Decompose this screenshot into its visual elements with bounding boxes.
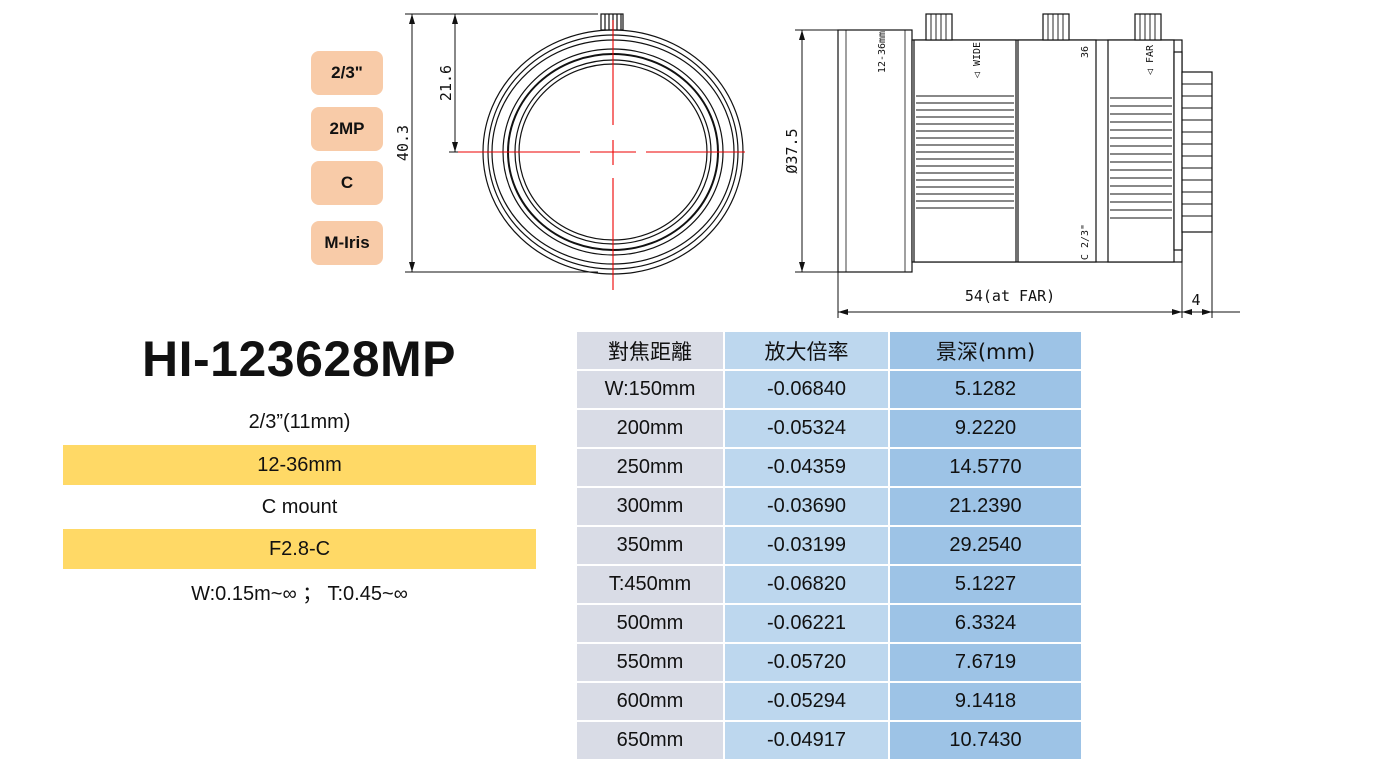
wide-marking: ◁ WIDE xyxy=(972,42,983,78)
focal-end-marking: 36 xyxy=(1080,46,1091,58)
spec-focal-length: 12-36mm xyxy=(63,445,536,485)
cell-magnification: -0.06221 xyxy=(723,603,890,644)
side-view-dimensions xyxy=(795,29,1240,318)
overall-height-dimension: 40.3 xyxy=(394,125,412,161)
header-focus-distance: 對焦距離 xyxy=(575,330,725,371)
cell-magnification: -0.03690 xyxy=(723,486,890,527)
cell-magnification: -0.05324 xyxy=(723,408,890,449)
cell-dof: 5.1282 xyxy=(888,369,1083,410)
model-title: HI-123628MP xyxy=(142,331,456,387)
half-height-dimension: 21.6 xyxy=(437,65,455,101)
cell-dof: 9.2220 xyxy=(888,408,1083,449)
table-header-row: 對焦距離 放大倍率 景深(mm) xyxy=(575,330,1083,371)
table-row: 250mm -0.04359 14.5770 xyxy=(575,447,1083,488)
cell-distance: T:450mm xyxy=(575,564,725,605)
back-length-dimension: 4 xyxy=(1191,291,1200,309)
cell-dof: 5.1227 xyxy=(888,564,1083,605)
iris-marking: C 2/3" xyxy=(1080,224,1091,260)
diameter-dimension: Ø37.5 xyxy=(783,128,801,173)
cell-dof: 7.6719 xyxy=(888,642,1083,683)
table-row: 550mm -0.05720 7.6719 xyxy=(575,642,1083,683)
resolution-badge: 2MP xyxy=(311,107,383,151)
table-row: T:450mm -0.06820 5.1227 xyxy=(575,564,1083,605)
mount-badge: C xyxy=(311,161,383,205)
cell-distance: 200mm xyxy=(575,408,725,449)
cell-distance: 600mm xyxy=(575,681,725,722)
spec-sensor: 2/3”(11mm) xyxy=(248,410,351,433)
table-row: 200mm -0.05324 9.2220 xyxy=(575,408,1083,449)
front-view-drawing xyxy=(405,13,744,275)
table-row: 300mm -0.03690 21.2390 xyxy=(575,486,1083,527)
cell-dof: 14.5770 xyxy=(888,447,1083,488)
cell-distance: 500mm xyxy=(575,603,725,644)
focal-range-marking: 12-36mm xyxy=(877,31,888,73)
table-row: 350mm -0.03199 29.2540 xyxy=(575,525,1083,566)
cell-magnification: -0.05720 xyxy=(723,642,890,683)
cell-dof: 29.2540 xyxy=(888,525,1083,566)
length-dimension: 54(at FAR) xyxy=(965,287,1055,305)
spec-aperture: F2.8-C xyxy=(63,529,536,569)
cell-magnification: -0.04917 xyxy=(723,720,890,761)
sensor-size-badge: 2/3" xyxy=(311,51,383,95)
cell-magnification: -0.06840 xyxy=(723,369,890,410)
cell-distance: 300mm xyxy=(575,486,725,527)
depth-of-field-table: 對焦距離 放大倍率 景深(mm) W:150mm -0.06840 5.1282 2… xyxy=(575,330,1083,761)
cell-dof: 9.1418 xyxy=(888,681,1083,722)
side-view-arrows xyxy=(799,30,1212,315)
iris-badge: M-Iris xyxy=(311,221,383,265)
cell-magnification: -0.06820 xyxy=(723,564,890,605)
cell-magnification: -0.04359 xyxy=(723,447,890,488)
spec-mount: C mount xyxy=(261,495,338,518)
table-row: 650mm -0.04917 10.7430 xyxy=(575,720,1083,761)
cell-dof: 6.3324 xyxy=(888,603,1083,644)
table-row: 500mm -0.06221 6.3324 xyxy=(575,603,1083,644)
side-view-knurls xyxy=(916,14,1212,219)
cell-distance: 650mm xyxy=(575,720,725,761)
cell-distance: 350mm xyxy=(575,525,725,566)
spec-mod: W:0.15m~∞ ； T:0.45~∞ xyxy=(191,582,408,605)
cell-distance: 550mm xyxy=(575,642,725,683)
header-magnification: 放大倍率 xyxy=(723,330,890,371)
table-row: W:150mm -0.06840 5.1282 xyxy=(575,369,1083,410)
cell-distance: 250mm xyxy=(575,447,725,488)
side-view-drawing xyxy=(837,13,1213,273)
table-row: 600mm -0.05294 9.1418 xyxy=(575,681,1083,722)
header-depth-of-field: 景深(mm) xyxy=(888,330,1083,371)
far-marking: ◁ FAR xyxy=(1145,44,1156,75)
cell-dof: 10.7430 xyxy=(888,720,1083,761)
front-view-crosshair xyxy=(458,20,745,290)
cell-dof: 21.2390 xyxy=(888,486,1083,527)
cell-distance: W:150mm xyxy=(575,369,725,410)
cell-magnification: -0.05294 xyxy=(723,681,890,722)
cell-magnification: -0.03199 xyxy=(723,525,890,566)
lens-drawings: 40.3 21.6 xyxy=(394,13,1240,318)
